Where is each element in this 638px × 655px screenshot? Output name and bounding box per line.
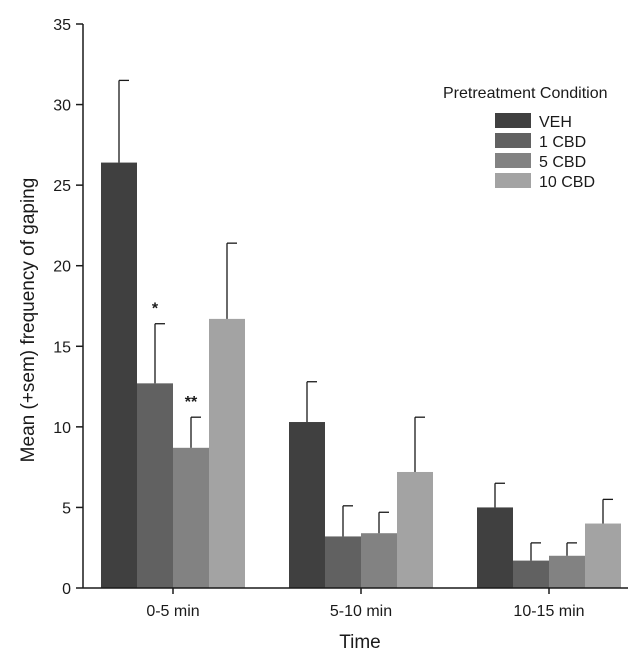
y-tick-label: 10 xyxy=(53,420,71,437)
bar xyxy=(137,383,173,588)
x-tick-label: 5-10 min xyxy=(330,603,392,620)
legend: Pretreatment Condition VEH 1 CBD 5 CBD 10 C… xyxy=(443,85,608,191)
y-axis: 0 5 10 15 20 25 30 35 xyxy=(53,17,84,598)
legend-label: 5 CBD xyxy=(539,154,586,171)
bar xyxy=(173,447,209,588)
legend-swatch xyxy=(495,153,531,168)
significance-marker: * xyxy=(152,301,159,318)
significance-marker: ** xyxy=(185,394,198,411)
x-axis: 0-5 min 5-10 min 10-15 min xyxy=(83,587,628,620)
legend-label: 10 CBD xyxy=(539,174,595,191)
legend-swatch xyxy=(495,113,531,128)
y-tick-label: 5 xyxy=(62,500,71,517)
y-tick-label: 0 xyxy=(62,581,71,598)
bar xyxy=(325,536,361,588)
x-axis-title: Time xyxy=(339,632,381,653)
y-tick-label: 25 xyxy=(53,178,71,195)
bar xyxy=(549,555,585,588)
bar xyxy=(397,471,433,588)
bar xyxy=(101,162,137,588)
x-tick-label: 0-5 min xyxy=(146,603,199,620)
y-tick-label: 30 xyxy=(53,98,71,115)
y-tick-label: 20 xyxy=(53,259,71,276)
legend-label: 1 CBD xyxy=(539,134,586,151)
legend-label: VEH xyxy=(539,114,572,131)
plot-area: *** xyxy=(101,79,621,588)
bar xyxy=(477,507,513,588)
bar xyxy=(361,533,397,588)
bar xyxy=(513,560,549,588)
bar xyxy=(289,422,325,588)
y-axis-title: Mean (+sem) frequency of gaping xyxy=(18,178,39,463)
x-tick-label: 10-15 min xyxy=(513,603,584,620)
bar xyxy=(209,318,245,588)
y-tick-label: 35 xyxy=(53,17,71,34)
bar xyxy=(585,523,621,588)
y-tick-label: 15 xyxy=(53,339,71,356)
legend-title: Pretreatment Condition xyxy=(443,85,608,102)
legend-swatch xyxy=(495,133,531,148)
legend-swatch xyxy=(495,173,531,188)
